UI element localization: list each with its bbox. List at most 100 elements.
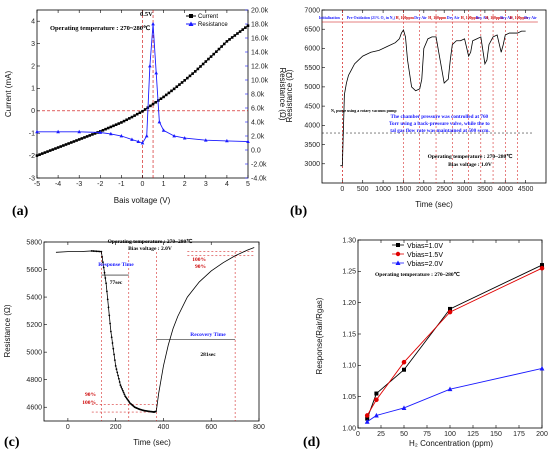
y-axis-a-tick-label: -2 bbox=[29, 153, 35, 160]
resistance-point bbox=[157, 120, 162, 124]
current-point bbox=[88, 134, 92, 137]
phase-label: Dry Air bbox=[524, 16, 537, 20]
y-axis-b-tick-label: 3000 bbox=[304, 161, 320, 168]
resistance-point-c bbox=[104, 277, 107, 279]
x-axis-label-d: H₂ Concentration (ppm) bbox=[409, 439, 493, 448]
y-axis-a-tick-label: 4 bbox=[31, 19, 35, 26]
x-axis-c-tick-label: 400 bbox=[158, 424, 170, 431]
current-point bbox=[43, 151, 47, 154]
current-point bbox=[170, 89, 173, 93]
y-axis-b-tick-label: 3500 bbox=[304, 142, 320, 149]
annotation-operating-temp-b: Operating temperature : 270~280℃ bbox=[428, 153, 514, 160]
x-axis-a-tick-label: 5 bbox=[246, 181, 250, 188]
resistance-point-c bbox=[97, 250, 100, 253]
current-point bbox=[56, 146, 60, 149]
x-axis-b-tick-label: 1500 bbox=[396, 186, 412, 193]
panel-a: -5 -4 -3 -2 -1 0 1 2 3 4 5 -3 -2 -1 0 1 2 3 4 -4.0k -2.0k 0.0… bbox=[4, 7, 287, 219]
y-axis-b-tick-label: 6000 bbox=[304, 46, 320, 53]
resistance-point bbox=[77, 129, 81, 134]
current-point bbox=[54, 147, 57, 150]
phase-label: Dry Air bbox=[476, 16, 489, 20]
panel-b: 0 500 1000 1500 2000 2500 3000 3500 4000 4500 3000… bbox=[285, 7, 547, 219]
current-point bbox=[64, 143, 68, 146]
y2-axis-a-tick-label: 6.0k bbox=[251, 105, 265, 112]
x-axis-a-tick-label: -2 bbox=[97, 181, 103, 188]
current-point bbox=[135, 112, 139, 116]
resistance-point-c bbox=[102, 266, 105, 269]
x-axis-d-tick-label: 175 bbox=[513, 431, 525, 438]
resistance-point-c bbox=[116, 371, 119, 374]
y-axis-d-tick-label: 1.30 bbox=[342, 237, 356, 244]
panel-c: 0 200 400 600 800 4600 4800 5000 5200 5400 5600 580… bbox=[3, 238, 265, 450]
annotation-chamber-pressure: The chamber pressure was controlled at 7… bbox=[389, 114, 490, 134]
legend-vbias-1-0: Vbias=1.0V bbox=[407, 243, 443, 250]
x-axis-b-tick-label: 4000 bbox=[497, 186, 513, 193]
series-line-resistance bbox=[37, 23, 249, 144]
data-point-vbias-1-5v bbox=[539, 265, 545, 271]
data-point-vbias-1-0v bbox=[448, 306, 452, 311]
resistance-point bbox=[130, 137, 134, 141]
annotation-90-a: 90% bbox=[85, 392, 96, 398]
current-point bbox=[201, 62, 205, 66]
x-axis-label-b: Time (sec) bbox=[415, 200, 453, 209]
x-axis-b-tick-label: 4500 bbox=[518, 186, 534, 193]
y-axis-a-tick-label: -3 bbox=[29, 175, 35, 182]
resistance-point-c bbox=[108, 314, 111, 317]
resistance-point-c bbox=[120, 386, 123, 388]
y-axis-d-tick-label: 1.15 bbox=[342, 331, 356, 338]
phase-label: Dry Air bbox=[447, 16, 460, 20]
resistance-point-c bbox=[113, 353, 115, 356]
current-point bbox=[212, 52, 216, 56]
current-point bbox=[199, 65, 202, 68]
phase-label: Initialization bbox=[319, 16, 341, 20]
current-point bbox=[204, 60, 208, 63]
resistance-point bbox=[56, 129, 60, 134]
x-axis-b-tick-label: 2500 bbox=[436, 186, 452, 193]
y2-axis-a-tick-label: 16.0k bbox=[251, 35, 269, 42]
current-point bbox=[222, 42, 226, 46]
x-axis-label-a: Bais voltage (V) bbox=[114, 196, 171, 205]
y-axis-c-tick-label: 5200 bbox=[26, 322, 42, 329]
plot-frame-c bbox=[43, 241, 260, 422]
current-point bbox=[80, 137, 84, 140]
current-point bbox=[236, 32, 239, 35]
current-point bbox=[215, 50, 218, 53]
resistance-point-c bbox=[114, 365, 117, 367]
current-point bbox=[75, 139, 78, 142]
current-point bbox=[83, 136, 86, 139]
y-axis-d-tick-label: 1.10 bbox=[342, 363, 356, 370]
x-axis-a-tick-label: 3 bbox=[204, 181, 208, 188]
current-point bbox=[175, 85, 179, 89]
annotation-bias-b: Bias voltage : 1.0V bbox=[448, 162, 492, 168]
x-axis-a-tick-label: -1 bbox=[118, 181, 124, 188]
resistance-point-c bbox=[95, 250, 98, 253]
y-axis-c-tick-label: 5000 bbox=[26, 349, 42, 356]
resistance-point bbox=[161, 128, 166, 132]
x-axis-d-tick-label: 150 bbox=[490, 431, 502, 438]
y2-axis-a-tick-label: 20.0k bbox=[251, 7, 269, 14]
y-axis-a-tick-label: 3 bbox=[31, 41, 35, 48]
x-axis-a-tick-label: 0 bbox=[141, 181, 145, 188]
x-axis-a-tick-label: 1 bbox=[162, 181, 166, 188]
annotation-operating-temp-a: Operating temperature : 270~280℃ bbox=[50, 24, 151, 32]
current-point bbox=[77, 138, 81, 141]
current-point bbox=[238, 30, 242, 33]
plot-frame-d bbox=[357, 239, 543, 429]
current-point bbox=[35, 154, 39, 157]
resistance-point-c bbox=[117, 377, 120, 380]
current-point bbox=[72, 140, 76, 143]
annotation-n2-purge: N₂ purge using a rotary vacuum pump bbox=[331, 108, 397, 113]
x-axis-c-tick-label: 800 bbox=[253, 424, 265, 431]
data-point-vbias-1-0v bbox=[365, 416, 370, 421]
legend-d: Vbias=1.0V Vbias=1.5V Vbias=2.0V bbox=[392, 243, 443, 268]
x-axis-c-tick-label: 0 bbox=[66, 424, 70, 431]
data-point-vbias-1-5v bbox=[401, 359, 407, 365]
current-point bbox=[112, 124, 115, 128]
resistance-point-c bbox=[90, 250, 93, 252]
resistance-point-c bbox=[100, 250, 103, 253]
current-point bbox=[151, 102, 155, 106]
current-point bbox=[186, 76, 189, 80]
current-point bbox=[122, 119, 126, 123]
current-point bbox=[133, 114, 136, 117]
